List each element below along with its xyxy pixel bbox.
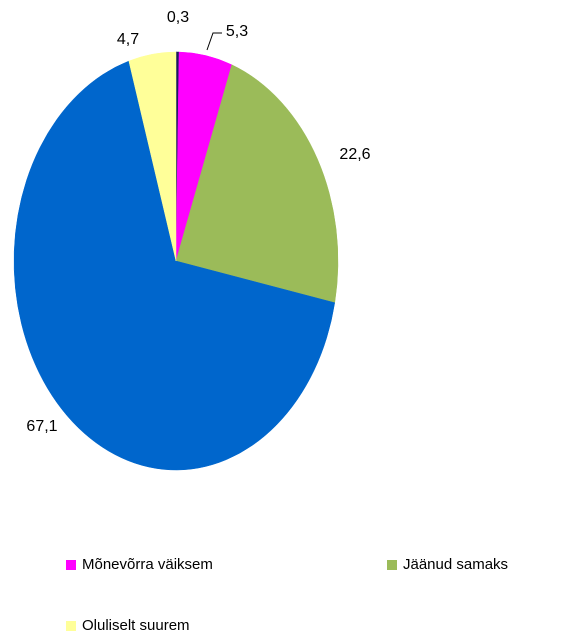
legend-label: Oluliselt suurem bbox=[82, 617, 190, 634]
pie-slice bbox=[13, 60, 336, 471]
legend-swatch bbox=[387, 560, 397, 570]
legend-swatch bbox=[66, 621, 76, 631]
pie-slice bbox=[175, 64, 339, 304]
leader-line bbox=[206, 32, 222, 51]
data-label: 67,1 bbox=[26, 418, 57, 435]
data-label: 5,3 bbox=[226, 23, 248, 40]
data-label: 4,7 bbox=[117, 31, 139, 48]
data-label: 22,6 bbox=[339, 146, 370, 163]
legend-label: Mõnevõrra väiksem bbox=[82, 556, 213, 573]
data-label: 0,3 bbox=[167, 9, 189, 26]
legend-label: Jäänud samaks bbox=[403, 556, 508, 573]
pie-slice bbox=[128, 51, 177, 262]
legend-swatch bbox=[66, 560, 76, 570]
